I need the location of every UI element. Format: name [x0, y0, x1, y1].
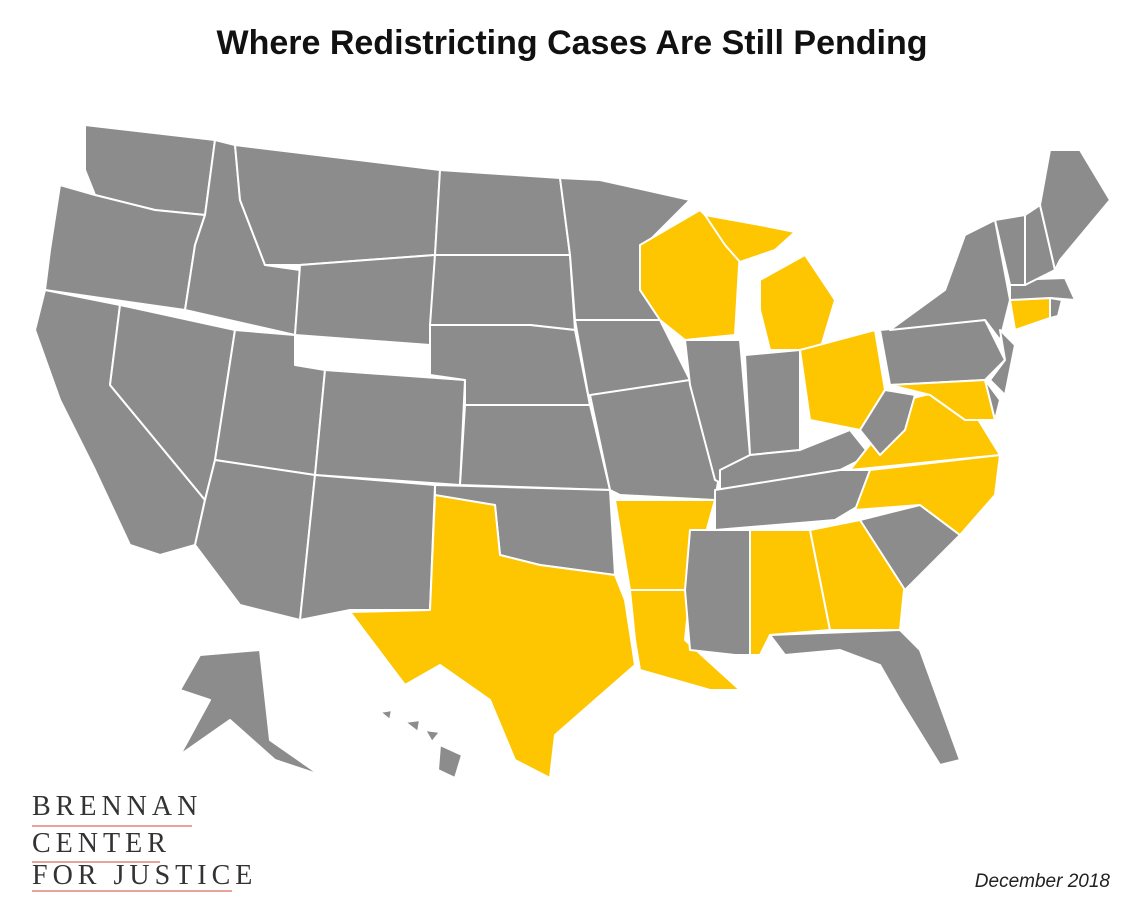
state: [404, 719, 421, 733]
state: [1049, 297, 1063, 319]
state: [459, 404, 611, 491]
state: [769, 629, 961, 766]
logo-line: CENTER: [32, 828, 171, 859]
state: [989, 329, 1016, 396]
state-pending: [349, 494, 636, 779]
state: [984, 379, 1001, 421]
state: [744, 349, 801, 456]
state-pending: [809, 519, 906, 631]
us-map: [34, 124, 1111, 779]
date: December 2018: [975, 871, 1111, 892]
state: [434, 169, 571, 256]
logo-line: BRENNAN: [32, 791, 202, 822]
state: [684, 529, 751, 656]
state-pending: [854, 454, 1001, 536]
state: [299, 474, 436, 621]
logo: BRENNAN CENTER FOR JUSTICE: [32, 791, 257, 892]
state: [429, 254, 576, 331]
state: [179, 649, 321, 776]
state: [1039, 149, 1111, 271]
state: [314, 369, 466, 486]
state: [379, 709, 393, 721]
logo-line: FOR JUSTICE: [32, 860, 257, 891]
state: [424, 729, 441, 743]
state: [437, 744, 463, 779]
state-pending: [889, 379, 996, 421]
state: [294, 254, 436, 346]
state: [889, 219, 1011, 341]
state: [859, 389, 916, 456]
title: Where Redistricting Cases Are Still Pend…: [216, 24, 927, 62]
state-pending: [704, 214, 796, 263]
